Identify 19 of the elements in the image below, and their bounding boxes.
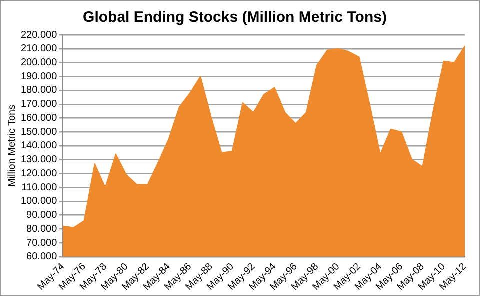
y-tick-label: 150.000 — [20, 126, 58, 138]
y-tick-label: 190.000 — [20, 71, 58, 82]
y-tick-label: 160.000 — [20, 112, 58, 124]
y-tick-label: 180.000 — [20, 85, 58, 96]
y-tick-label: 100.000 — [20, 196, 58, 208]
y-tick-label: 120.000 — [20, 168, 58, 180]
y-tick-label: 80.000 — [26, 224, 58, 235]
y-tick-label: 140.000 — [20, 140, 58, 152]
y-tick-label: 110.000 — [22, 182, 58, 194]
y-tick-label: 130.000 — [20, 154, 58, 166]
y-tick-label: 90.000 — [26, 210, 58, 222]
chart-title: Global Ending Stocks (Million Metric Tons) — [83, 9, 387, 26]
y-tick-label: 170.000 — [20, 99, 58, 110]
y-tick-label: 210.000 — [20, 44, 58, 55]
y-tick-label: 220.000 — [20, 30, 58, 41]
y-axis-title: Million Metric Tons — [6, 104, 18, 187]
y-tick-label: 60.000 — [26, 252, 58, 263]
y-tick-label: 200.000 — [20, 57, 58, 68]
y-tick-label: 70.000 — [26, 238, 58, 249]
